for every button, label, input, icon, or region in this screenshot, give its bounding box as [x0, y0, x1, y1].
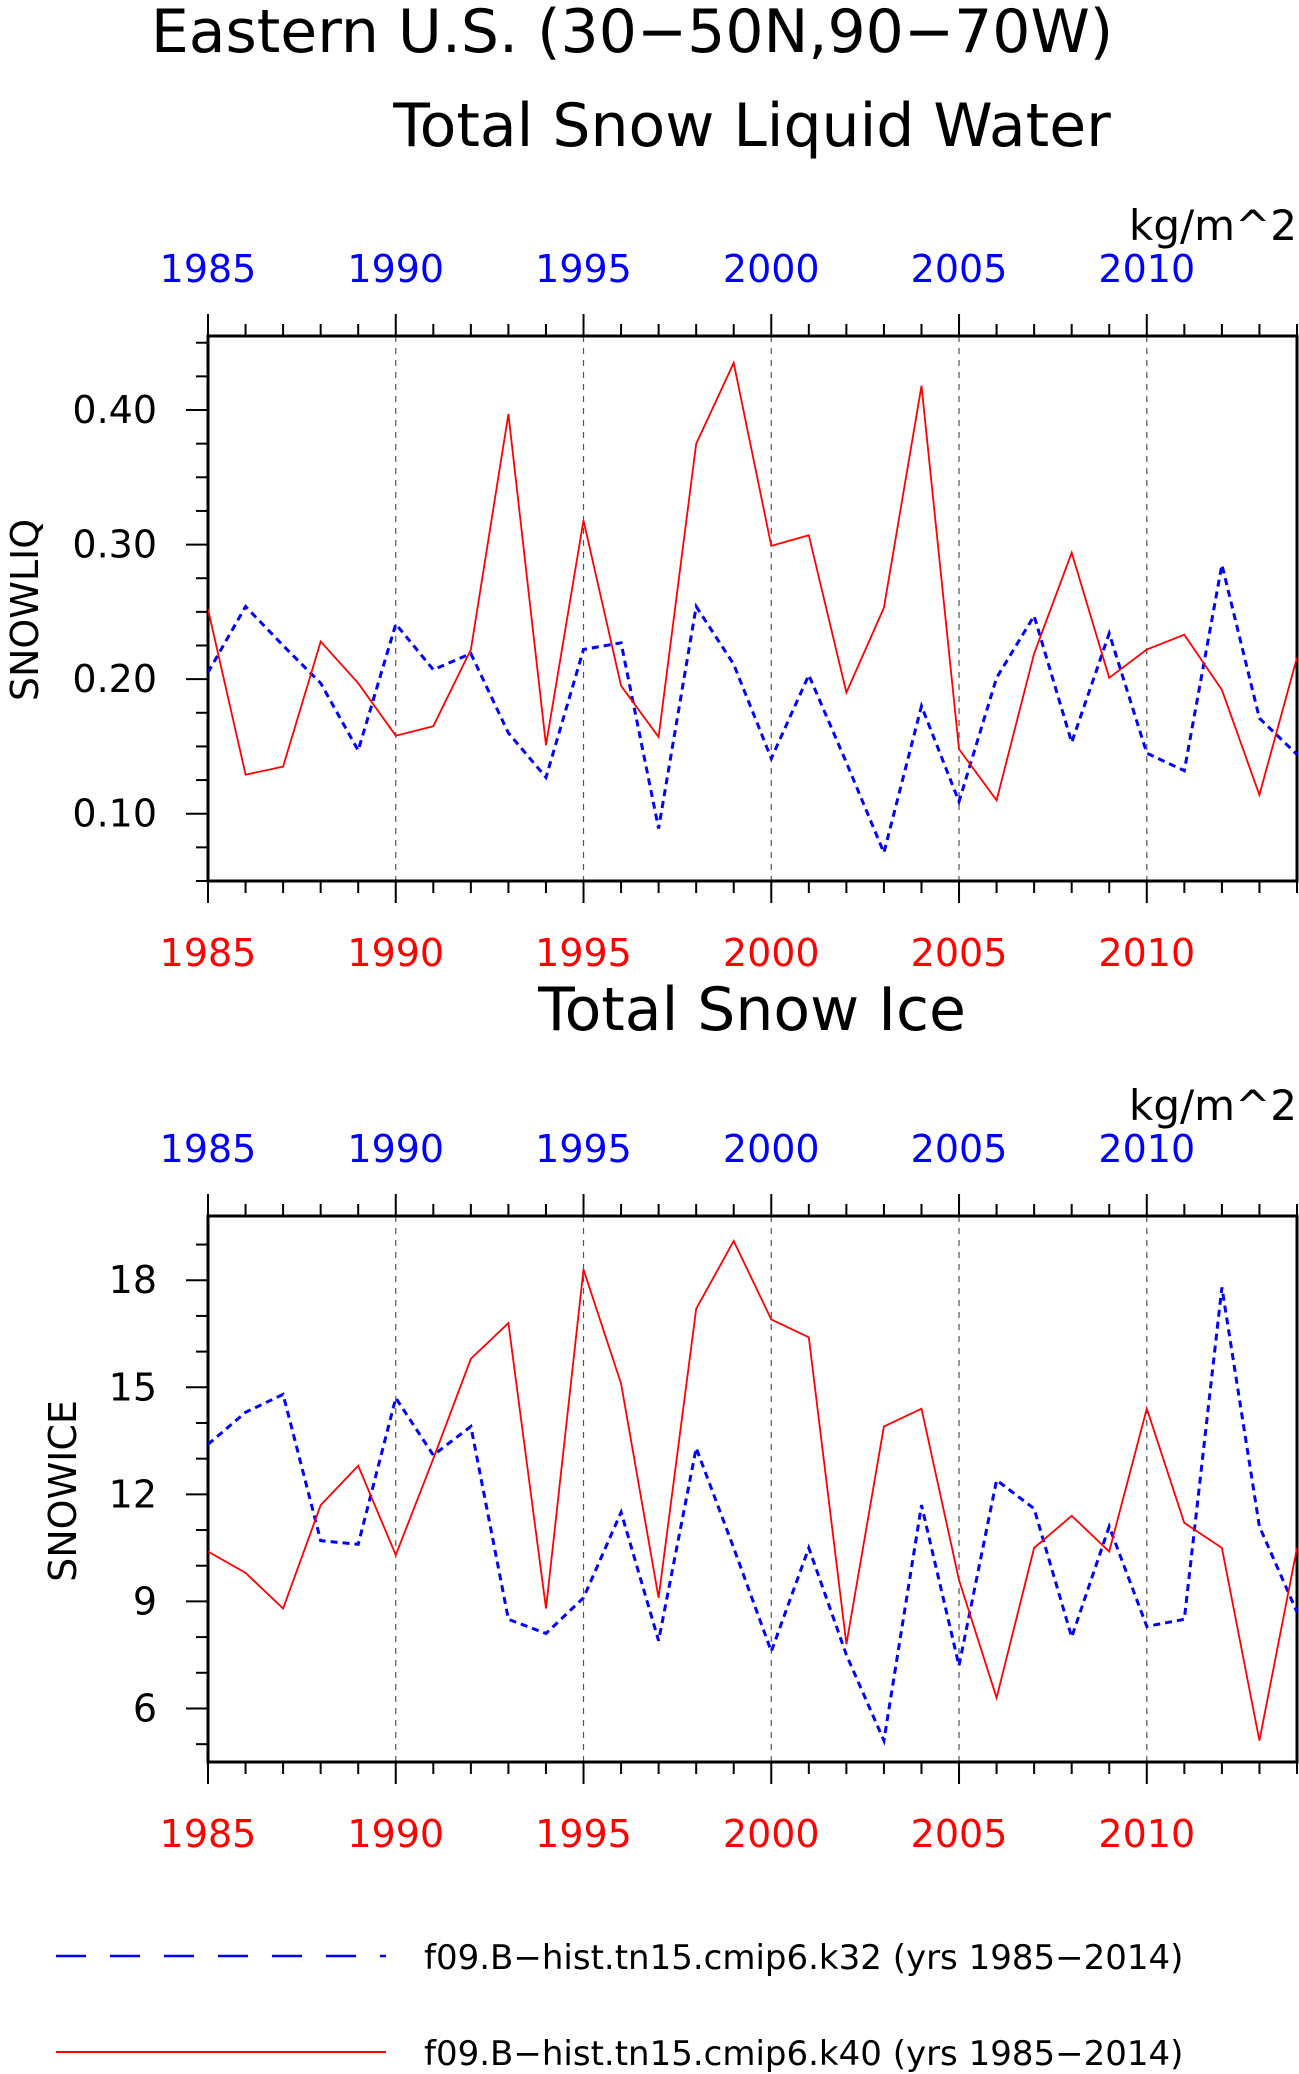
snowice-xtick-label-bottom: 1985 [160, 1812, 257, 1856]
snowice-ytick-label: 18 [109, 1258, 157, 1302]
panel-2-title: Total Snow Ice [537, 975, 966, 1045]
snowice-series-k40-line [208, 1239, 1297, 1741]
snowliq-xtick-label-top: 2005 [911, 247, 1008, 291]
snowliq-xtick-label-bottom: 1985 [160, 931, 257, 975]
legend-label-k40: f09.B−hist.tn15.cmip6.k40 (yrs 1985−2014… [424, 2034, 1183, 2074]
snowliq-xtick-label-top: 1995 [535, 247, 632, 291]
snowliq-ytick-label: 0.20 [72, 657, 157, 701]
snowliq-xtick-label-bottom: 1995 [535, 931, 632, 975]
chart-title-line1: Eastern U.S. (30−50N,90−70W) [151, 0, 1113, 67]
snowice-ytick-label: 9 [133, 1579, 157, 1623]
snowliq-ytick-label: 0.40 [72, 388, 157, 432]
snowliq-ytick-label: 0.10 [72, 792, 157, 836]
snowice-series-k32-line [208, 1287, 1297, 1746]
snowice-ytick-label: 6 [133, 1686, 157, 1730]
snowliq-xtick-label-top: 1985 [160, 247, 257, 291]
chart-title-line2: Total Snow Liquid Water [392, 91, 1111, 161]
snowice-xtick-label-bottom: 2005 [911, 1812, 1008, 1856]
snowice-ytick-label: 15 [109, 1365, 157, 1409]
panel-1-ylabel: SNOWLIQ [3, 519, 47, 701]
snowice-xtick-label-top: 1990 [347, 1127, 444, 1171]
snowliq-xtick-label-bottom: 2005 [911, 931, 1008, 975]
snowliq-xtick-label-top: 2010 [1098, 247, 1195, 291]
snowliq-xtick-label-bottom: 2000 [723, 931, 820, 975]
snowice-xtick-label-top: 1995 [535, 1127, 632, 1171]
snowliq-chart-panel: 1985 1985 1990 1990 1995 1995 2000 2000 2005 2005… [72, 247, 1299, 975]
snowice-ytick-label: 12 [109, 1472, 157, 1516]
snowice-xtick-label-top: 2000 [723, 1127, 820, 1171]
snowice-xtick-label-top: 2005 [911, 1127, 1008, 1171]
snowice-xtick-label-bottom: 1990 [347, 1812, 444, 1856]
snowice-xtick-label-top: 1985 [160, 1127, 257, 1171]
snowice-xtick-label-bottom: 1995 [535, 1812, 632, 1856]
snowliq-xtick-label-bottom: 2010 [1098, 931, 1195, 975]
legend: f09.B−hist.tn15.cmip6.k32 (yrs 1985−2014… [56, 1938, 1183, 2074]
snowliq-plot-frame [206, 334, 1299, 883]
snowliq-xtick-label-bottom: 1990 [347, 931, 444, 975]
panel-2-units: kg/m^2 [1129, 1081, 1297, 1130]
panel-1-units: kg/m^2 [1129, 201, 1297, 250]
snowliq-series-k32-line [208, 564, 1297, 858]
snowice-xtick-label-bottom: 2000 [723, 1812, 820, 1856]
snowliq-series-k40-line [208, 360, 1297, 803]
snowice-xtick-label-top: 2010 [1098, 1127, 1195, 1171]
panel-2-ylabel: SNOWICE [41, 1400, 85, 1582]
snowliq-xtick-label-top: 1990 [347, 247, 444, 291]
snowice-plot-frame [206, 1214, 1299, 1764]
snowliq-xtick-label-top: 2000 [723, 247, 820, 291]
snowice-chart-panel: 1985 1985 1990 1990 1995 1995 2000 2000 2005 2005… [109, 1127, 1299, 1856]
snowice-xtick-label-bottom: 2010 [1098, 1812, 1195, 1856]
legend-label-k32: f09.B−hist.tn15.cmip6.k32 (yrs 1985−2014… [424, 1938, 1183, 1978]
snowliq-ytick-label: 0.30 [72, 523, 157, 567]
